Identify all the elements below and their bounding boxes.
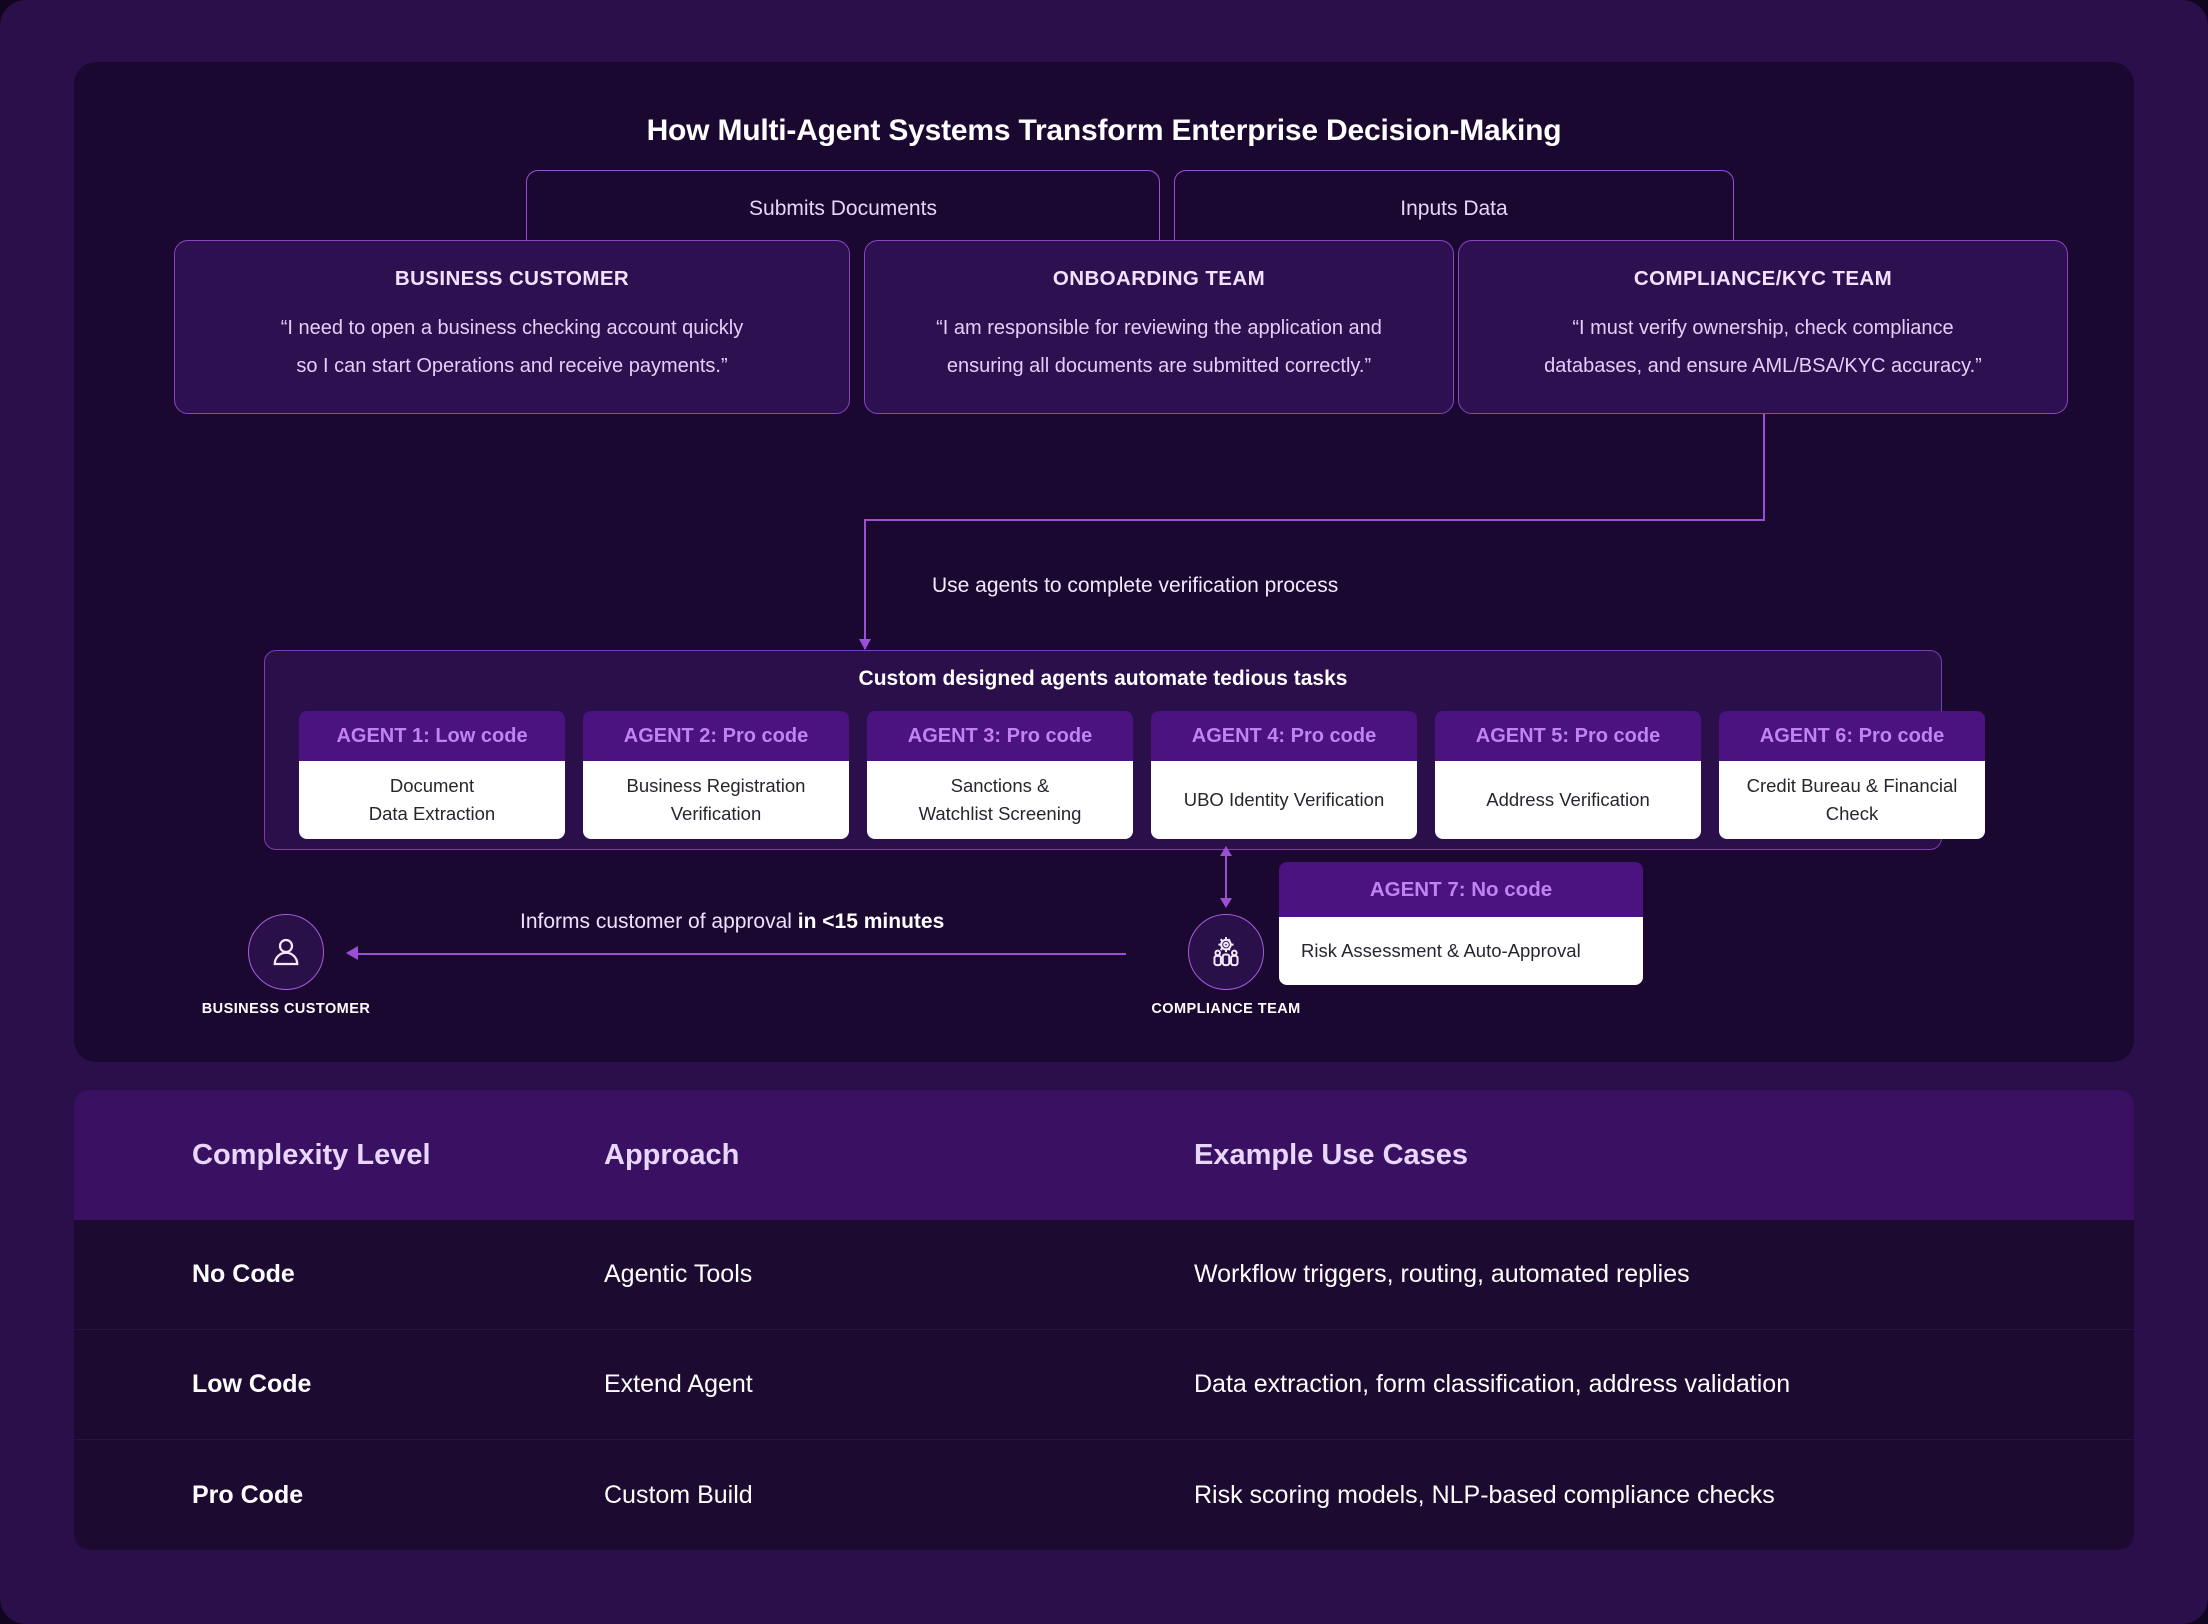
- agent-card-4[interactable]: AGENT 4: Pro code UBO Identity Verificat…: [1151, 711, 1417, 839]
- agent-body-line: UBO Identity Verification: [1183, 789, 1385, 810]
- connector-compliance-to-agents: [1225, 854, 1227, 906]
- agent-card-header: AGENT 1: Low code: [299, 711, 565, 761]
- avatar: [248, 914, 324, 990]
- persona-quote-line: “I must verify ownership, check complian…: [1572, 317, 1954, 339]
- agent-body-line: Data Extraction: [368, 803, 496, 824]
- agent-body-line: Business Registration: [626, 775, 806, 796]
- arrow-head-up: [1220, 846, 1232, 856]
- cell-complexity-level: Pro Code: [192, 1480, 304, 1509]
- persona-title: COMPLIANCE/KYC TEAM: [1633, 267, 1893, 290]
- informs-text-bold: in <15 minutes: [797, 910, 945, 933]
- agent-card-header: AGENT 6: Pro code: [1719, 711, 1985, 761]
- table-row: Pro Code Custom Build Risk scoring model…: [74, 1440, 2134, 1550]
- table-row: No Code Agentic Tools Workflow triggers,…: [74, 1220, 2134, 1330]
- actor-label: COMPLIANCE TEAM: [1151, 1001, 1301, 1017]
- agent-card-2[interactable]: AGENT 2: Pro code Business Registration …: [583, 711, 849, 839]
- actor-compliance-team: COMPLIANCE TEAM: [1126, 914, 1326, 1017]
- column-header-approach: Approach: [604, 1138, 740, 1171]
- cell-example-use-cases: Data extraction, form classification, ad…: [1194, 1370, 1791, 1398]
- cell-example-use-cases: Workflow triggers, routing, automated re…: [1194, 1260, 1690, 1288]
- connector-horizontal-mid: [864, 519, 1765, 521]
- persona-card-onboarding-team: ONBOARDING TEAM “I am responsible for re…: [864, 240, 1454, 414]
- page-title: How Multi-Agent Systems Transform Enterp…: [646, 114, 1562, 147]
- arrow-into-agents-panel: [859, 572, 870, 650]
- persona-quote-line: “I need to open a business checking acco…: [280, 317, 744, 339]
- actor-business-customer: BUSINESS CUSTOMER: [196, 914, 376, 1017]
- gear-people-icon: [1213, 937, 1239, 967]
- agent-card-body: Credit Bureau & Financial Check: [1719, 761, 1985, 839]
- agent-card-body: Document Data Extraction: [299, 761, 565, 839]
- agent-card-body: Risk Assessment & Auto-Approval: [1279, 917, 1643, 985]
- agent-card-6[interactable]: AGENT 6: Pro code Credit Bureau & Financ…: [1719, 711, 1985, 839]
- cell-approach: Extend Agent: [604, 1370, 753, 1398]
- agent-card-header: AGENT 2: Pro code: [583, 711, 849, 761]
- column-header-complexity-level: Complexity Level: [192, 1138, 431, 1171]
- agent-card-body: Business Registration Verification: [583, 761, 849, 839]
- column-header-example-use-cases: Example Use Cases: [1194, 1138, 1469, 1171]
- agent-body-line: Address Verification: [1486, 789, 1650, 810]
- connector-label-use-agents: Use agents to complete verification proc…: [932, 574, 1339, 597]
- connector-informs-customer: [356, 953, 1126, 955]
- agent-card-body: Sanctions & Watchlist Screening: [867, 761, 1133, 839]
- agent-card-1[interactable]: AGENT 1: Low code Document Data Extracti…: [299, 711, 565, 839]
- agents-panel: Custom designed agents automate tedious …: [264, 650, 1985, 850]
- persona-quote-line: databases, and ensure AML/BSA/KYC accura…: [1544, 355, 1982, 377]
- connector-label-inputs-data: Inputs Data: [1174, 170, 1734, 245]
- agent-card-body: Address Verification: [1435, 761, 1701, 839]
- agent-card-header: AGENT 3: Pro code: [867, 711, 1133, 761]
- cell-example-use-cases: Risk scoring models, NLP-based complianc…: [1194, 1480, 1775, 1509]
- table-row: Low Code Extend Agent Data extraction, f…: [74, 1330, 2134, 1440]
- agent-body-line: Document: [389, 775, 475, 796]
- table-header-row: Complexity Level Approach Example Use Ca…: [74, 1090, 2134, 1220]
- persona-quote-line: so I can start Operations and receive pa…: [296, 355, 728, 377]
- agent-card-5[interactable]: AGENT 5: Pro code Address Verification: [1435, 711, 1701, 839]
- persona-quote-line: ensuring all documents are submitted cor…: [946, 355, 1372, 377]
- persona-quote-line: “I am responsible for reviewing the appl…: [936, 317, 1382, 339]
- agent-body-line: Sanctions &: [950, 775, 1050, 796]
- agents-row: AGENT 1: Low code Document Data Extracti…: [299, 711, 1985, 839]
- connector-label-informs-customer: Informs customer of approval in <15 minu…: [520, 910, 944, 934]
- persona-title: BUSINESS CUSTOMER: [394, 267, 630, 290]
- agent-card-7[interactable]: AGENT 7: No code Risk Assessment & Auto-…: [1279, 862, 1643, 985]
- agent-card-3[interactable]: AGENT 3: Pro code Sanctions & Watchlist …: [867, 711, 1133, 839]
- agent-body-line: Verification: [670, 803, 762, 824]
- diagram-panel: How Multi-Agent Systems Transform Enterp…: [74, 62, 2134, 1062]
- connector-label-submits-documents: Submits Documents: [526, 170, 1160, 245]
- agent-body-line: Check: [1825, 803, 1879, 824]
- connector-vertical-from-compliance: [1763, 414, 1765, 521]
- persona-card-compliance-kyc-team: COMPLIANCE/KYC TEAM “I must verify owner…: [1458, 240, 2068, 414]
- cell-complexity-level: No Code: [192, 1260, 295, 1288]
- persona-title: ONBOARDING TEAM: [1052, 267, 1266, 290]
- cell-complexity-level: Low Code: [192, 1370, 312, 1398]
- persona-card-business-customer: BUSINESS CUSTOMER “I need to open a busi…: [174, 240, 850, 414]
- avatar: [1188, 914, 1264, 990]
- agent-card-header: AGENT 7: No code: [1279, 862, 1643, 917]
- cell-approach: Custom Build: [604, 1480, 753, 1509]
- agent-card-body: UBO Identity Verification: [1151, 761, 1417, 839]
- agent-card-header: AGENT 5: Pro code: [1435, 711, 1701, 761]
- actor-label: BUSINESS CUSTOMER: [201, 1001, 371, 1017]
- person-icon: [273, 938, 299, 966]
- arrow-head-left: [346, 946, 358, 960]
- cell-approach: Agentic Tools: [604, 1260, 753, 1288]
- agents-panel-heading: Custom designed agents automate tedious …: [858, 667, 1348, 690]
- agent-body-line: Watchlist Screening: [918, 803, 1082, 824]
- agent-body-line: Credit Bureau & Financial: [1746, 775, 1958, 796]
- complexity-table: Complexity Level Approach Example Use Ca…: [74, 1090, 2134, 1550]
- arrow-head-down: [1220, 898, 1232, 908]
- informs-text-plain: Informs customer of approval: [520, 910, 798, 933]
- agent-card-header: AGENT 4: Pro code: [1151, 711, 1417, 761]
